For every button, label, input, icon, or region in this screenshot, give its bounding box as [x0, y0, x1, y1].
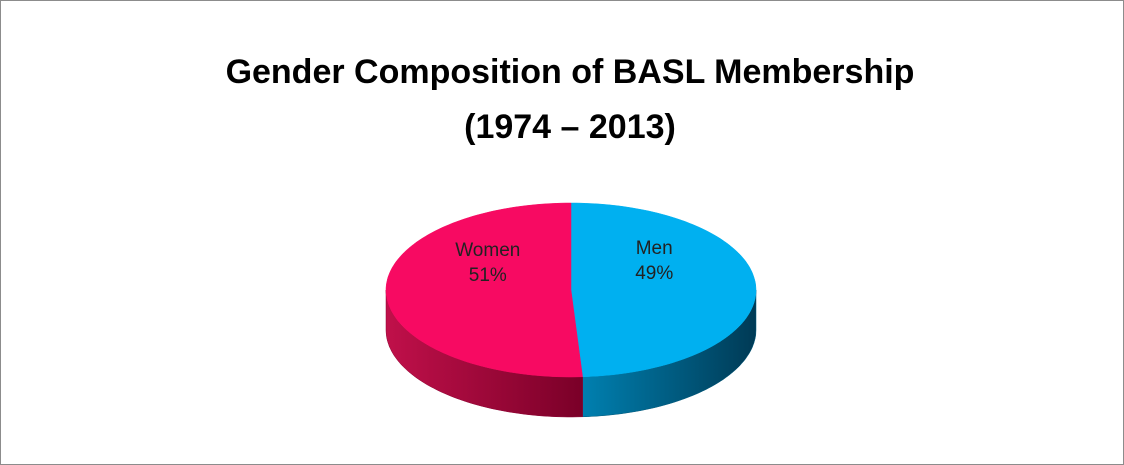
pie-slice — [385, 202, 583, 378]
chart-title: (1974 – 2013) — [464, 108, 676, 146]
slice-value: 51% — [469, 265, 507, 286]
pie-slice — [570, 202, 757, 378]
slice-label: Men — [636, 238, 673, 259]
slice-value: 49% — [635, 263, 673, 284]
chart-title: Gender Composition of BASL Membership — [226, 53, 915, 91]
slice-label: Women — [455, 240, 520, 261]
